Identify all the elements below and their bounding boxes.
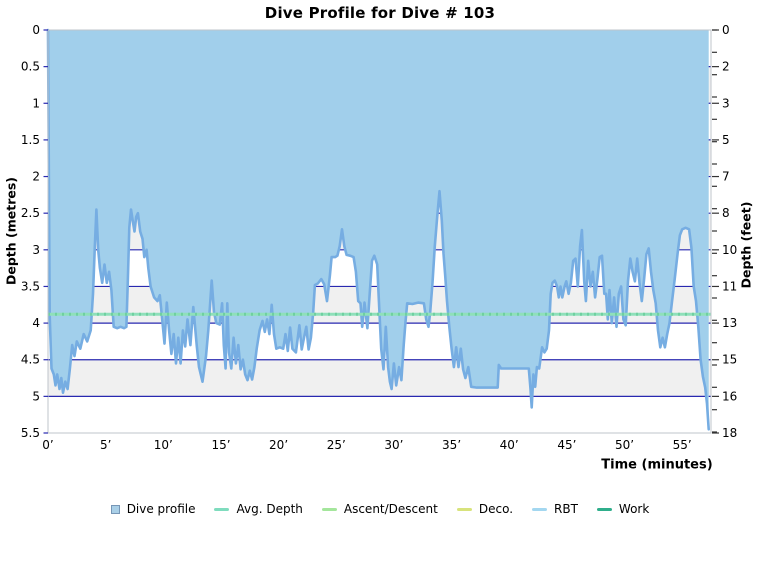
svg-text:25’: 25’ <box>327 438 346 452</box>
dive-profile-plot: 0 0.5 1 1.5 2 2.5 3 3.5 4 4.5 5 5.5 0 2 3 5 7 8 10 11 13 15 16… <box>21 23 737 452</box>
svg-text:3: 3 <box>32 243 40 257</box>
svg-text:1: 1 <box>32 96 40 110</box>
svg-text:2: 2 <box>32 170 40 184</box>
legend-swatch-deco <box>456 507 472 511</box>
x-axis-title: Time (minutes) <box>601 457 713 473</box>
svg-text:40’: 40’ <box>500 438 519 452</box>
svg-text:10’: 10’ <box>154 438 173 452</box>
legend-label-deco: Deco. <box>478 502 514 516</box>
svg-text:1.5: 1.5 <box>21 133 40 147</box>
svg-text:10: 10 <box>722 243 737 257</box>
svg-text:16: 16 <box>722 389 737 403</box>
svg-text:55’: 55’ <box>673 438 692 452</box>
svg-text:0: 0 <box>32 23 40 37</box>
chart-legend: Dive profile Avg. Depth Ascent/Descent Deco… <box>0 502 760 516</box>
y-axis-right-title: Depth (feet) <box>738 201 754 289</box>
svg-text:50’: 50’ <box>615 438 634 452</box>
svg-text:4.5: 4.5 <box>21 353 40 367</box>
legend-label-rbt: RBT <box>554 502 578 516</box>
svg-text:5.5: 5.5 <box>21 426 40 440</box>
svg-text:0: 0 <box>722 23 730 37</box>
legend-swatch-work <box>596 507 612 511</box>
legend-swatch-avg-depth <box>214 507 230 511</box>
y-axis-left-title: Depth (metres) <box>3 176 19 286</box>
legend-swatch-rbt <box>532 507 548 511</box>
svg-text:3: 3 <box>722 96 730 110</box>
legend-item-ascent-descent: Ascent/Descent <box>321 502 438 516</box>
legend-item-work: Work <box>596 502 650 516</box>
legend-item-avg-depth: Avg. Depth <box>214 502 303 516</box>
svg-text:7: 7 <box>722 170 730 184</box>
svg-text:20’: 20’ <box>269 438 288 452</box>
legend-label-avg-depth: Avg. Depth <box>236 502 303 516</box>
legend-swatch-ascent-descent <box>321 507 337 511</box>
chart-title: Dive Profile for Dive # 103 <box>264 4 496 22</box>
svg-text:2.5: 2.5 <box>21 206 40 220</box>
legend-label-dive-profile: Dive profile <box>126 502 196 516</box>
legend-item-deco: Deco. <box>456 502 514 516</box>
svg-text:5: 5 <box>32 389 40 403</box>
svg-text:0’: 0’ <box>42 438 53 452</box>
svg-text:18: 18 <box>722 426 737 440</box>
svg-text:0.5: 0.5 <box>21 60 40 74</box>
legend-label-work: Work <box>618 502 650 516</box>
svg-text:35’: 35’ <box>442 438 461 452</box>
svg-text:2: 2 <box>722 60 730 74</box>
svg-text:11: 11 <box>722 279 737 293</box>
svg-text:15: 15 <box>722 353 737 367</box>
svg-text:45’: 45’ <box>557 438 576 452</box>
svg-text:30’: 30’ <box>384 438 403 452</box>
svg-text:3.5: 3.5 <box>21 279 40 293</box>
legend-label-ascent-descent: Ascent/Descent <box>343 502 438 516</box>
svg-text:4: 4 <box>32 316 40 330</box>
svg-text:15’: 15’ <box>211 438 230 452</box>
svg-text:5: 5 <box>722 133 730 147</box>
legend-item-dive-profile: Dive profile <box>110 502 196 516</box>
legend-swatch-dive-profile <box>110 504 120 514</box>
svg-text:13: 13 <box>722 316 737 330</box>
svg-text:8: 8 <box>722 206 730 220</box>
legend-item-rbt: RBT <box>532 502 578 516</box>
svg-text:5’: 5’ <box>100 438 111 452</box>
